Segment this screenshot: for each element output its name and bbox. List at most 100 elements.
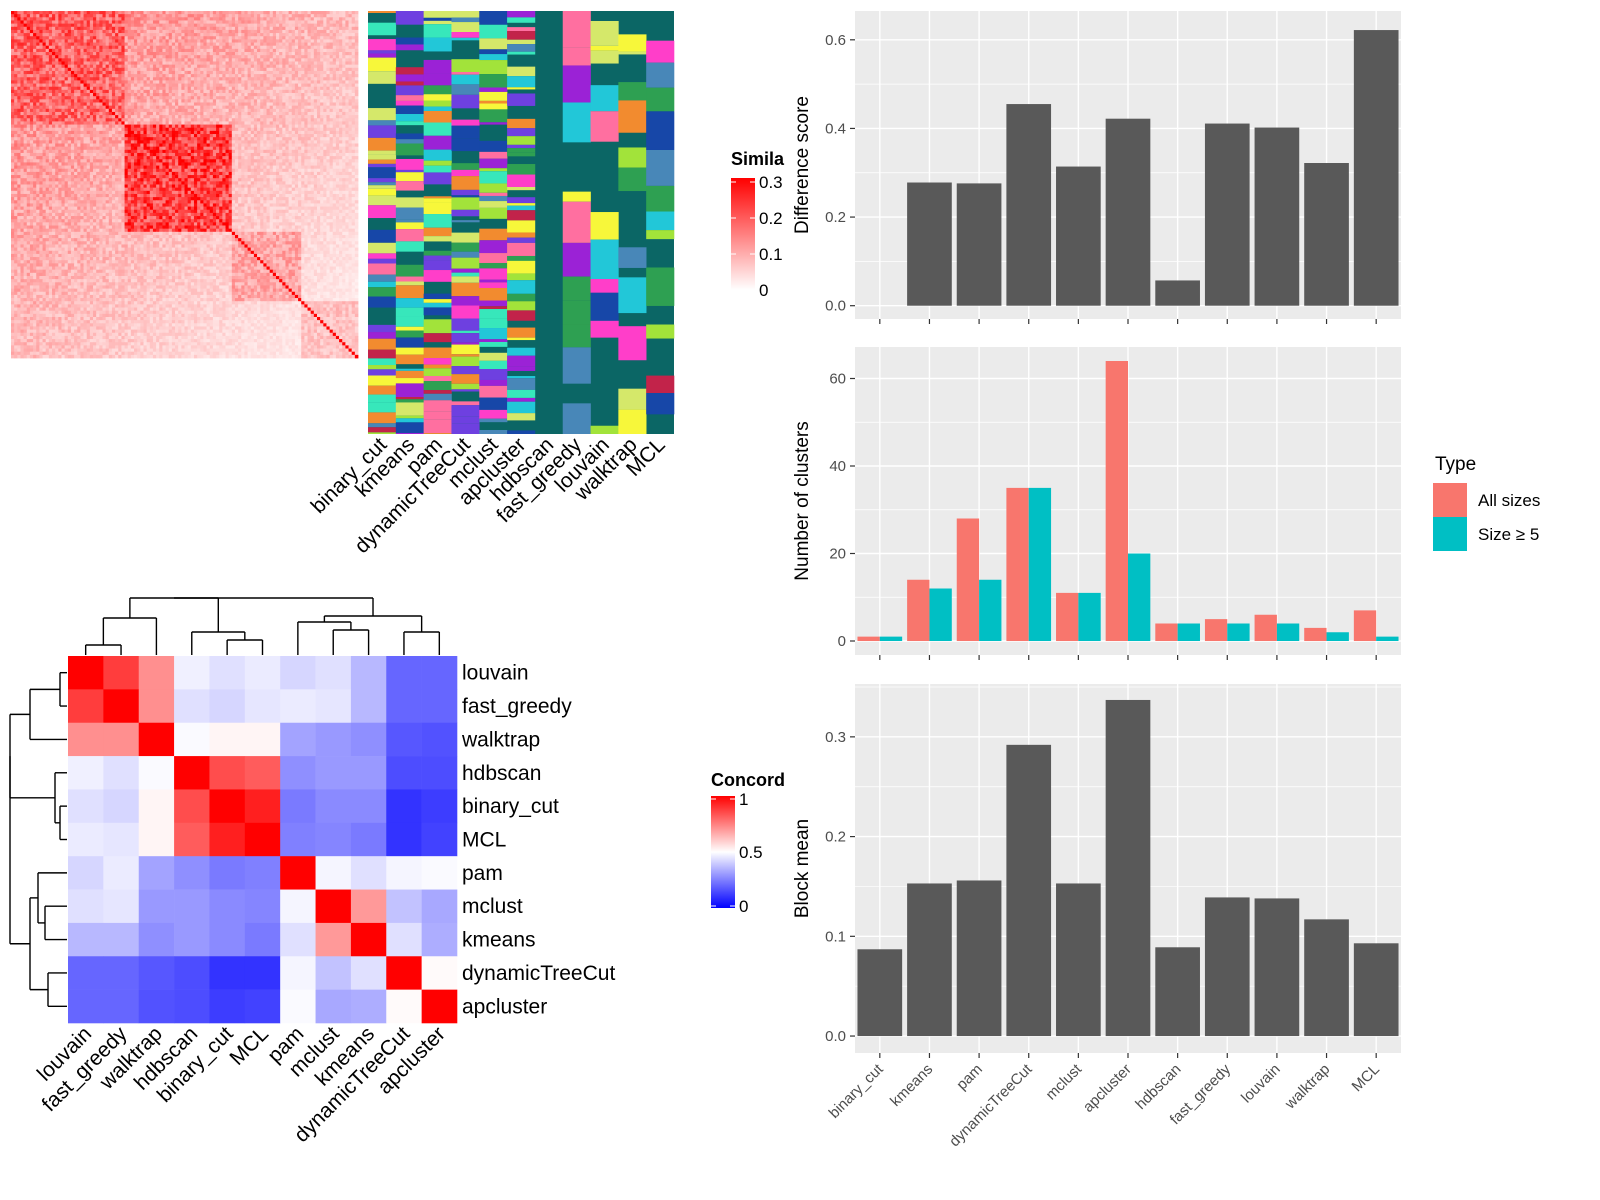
number-of-clusters-panel: 0 20 40 60 Number of clusters (792, 347, 1401, 660)
concordance-cell (350, 756, 387, 790)
concordance-cell (350, 822, 387, 857)
bar-MCL-size-ge5 (1376, 636, 1399, 642)
concordance-cell (386, 722, 422, 757)
concordance-cell (244, 756, 281, 790)
bar-dynamicTreeCut-size-ge5 (1028, 487, 1052, 642)
y-tick-label: 0.1 (825, 928, 846, 945)
row-label-mclust: mclust (462, 895, 523, 918)
y-axis-title: Number of clusters (792, 421, 813, 580)
bar-fast_greedy (1204, 123, 1250, 306)
y-axis-title: Block mean (792, 819, 813, 918)
similarity-legend: Simila 0.3 0.2 0.1 0 (731, 149, 785, 300)
similarity-color-bar (731, 178, 755, 290)
concordance-cell (68, 789, 104, 824)
concordance-cell (244, 922, 281, 957)
concordance-cell (421, 922, 458, 957)
concordance-cell (280, 656, 316, 690)
concordance-cell (174, 956, 210, 990)
concordance-cell (421, 689, 458, 724)
concordance-cell (280, 789, 316, 824)
bar-kmeans-size-ge5 (929, 588, 952, 641)
concordance-cell (315, 922, 352, 957)
concordance-heatmap (68, 656, 458, 1024)
concordance-cell (174, 989, 210, 1024)
y-tick-label: 0.3 (825, 729, 846, 746)
concordance-cell (103, 856, 140, 890)
concordance-cell (138, 822, 175, 857)
concordance-cell (280, 956, 316, 990)
concordance-cell (103, 822, 140, 857)
concordance-cell (244, 989, 281, 1024)
concordance-cell (103, 756, 140, 790)
bar-binary_cut (857, 949, 903, 1037)
concordance-cell (68, 889, 104, 924)
concordance-column-labels: louvainfast_greedywalktraphdbscanbinary_… (33, 1022, 450, 1147)
concordance-cell (209, 889, 246, 924)
cluster-assignment-heatmap (368, 11, 675, 434)
concordance-cell (244, 889, 281, 924)
concordance-cell (68, 722, 104, 757)
bar-fast_greedy-size-ge5 (1227, 623, 1250, 641)
row-label-walktrap: walktrap (461, 728, 540, 751)
concordance-cell (386, 922, 422, 957)
concordance-cell (209, 756, 246, 790)
y-tick-label: 0.6 (825, 32, 846, 49)
y-tick-label: 0.0 (825, 1028, 846, 1045)
concordance-cell (421, 956, 458, 990)
concordance-cell (138, 722, 175, 757)
concordance-cell (68, 989, 104, 1024)
concordance-cell (280, 856, 316, 890)
concordance-cell (315, 822, 352, 857)
concordance-cell (103, 689, 140, 724)
bar-dynamicTreeCut-all-sizes (1006, 487, 1029, 642)
bar-apcluster-size-ge5 (1128, 553, 1151, 641)
bar-MCL-all-sizes (1353, 610, 1377, 642)
concordance-cell (244, 656, 281, 690)
bar-hdbscan (1155, 947, 1200, 1037)
concordance-cell (421, 789, 458, 824)
concordance-cell (315, 722, 352, 757)
concordance-cell (174, 756, 210, 790)
concordance-cell (350, 722, 387, 757)
y-tick-label: 0 (838, 633, 846, 650)
row-label-hdbscan: hdbscan (462, 762, 541, 785)
concordance-cell (421, 822, 458, 857)
concordance-cell (68, 656, 104, 690)
x-tick-label-binary_cut: binary_cut (826, 1060, 888, 1122)
bar-fast_greedy-all-sizes (1204, 619, 1228, 642)
concordance-cell (103, 889, 140, 924)
concordance-cell (280, 756, 316, 790)
concordance-cell (174, 856, 210, 890)
bar-pam (956, 880, 1002, 1037)
concordance-cell (68, 856, 104, 890)
concordance-cell (350, 889, 387, 924)
bar-apcluster-all-sizes (1105, 361, 1128, 641)
concordance-cell (386, 689, 422, 724)
y-tick-label: 0.4 (825, 120, 846, 137)
x-tick-label-apcluster: apcluster (1080, 1061, 1135, 1116)
concordance-cell (421, 656, 458, 690)
concordance-cell (386, 889, 422, 924)
legend-label-all-sizes: All sizes (1478, 491, 1540, 510)
bar-apcluster (1105, 699, 1151, 1037)
y-tick-label: 0.2 (825, 829, 846, 846)
bar-louvain-size-ge5 (1276, 623, 1300, 641)
bar-kmeans-all-sizes (907, 579, 930, 641)
concordance-cell (174, 722, 210, 757)
bar-MCL (1353, 943, 1399, 1037)
block-mean-panel: 0.0 0.1 0.2 0.3 Block mean binary_cut kmeans pa… (792, 684, 1401, 1150)
concordance-cell (350, 856, 387, 890)
concordance-cell (244, 789, 281, 824)
concordance-cell (174, 689, 210, 724)
concordance-cell (386, 756, 422, 790)
concordance-cell (103, 789, 140, 824)
concordance-cell (138, 922, 175, 957)
bar-hdbscan (1155, 280, 1200, 306)
concordance-cell (138, 789, 175, 824)
legend-key-all-sizes (1433, 483, 1467, 517)
row-label-fast_greedy: fast_greedy (462, 695, 572, 718)
x-tick-label-walktrap: walktrap (1281, 1061, 1333, 1113)
bar-louvain (1254, 898, 1300, 1037)
concordance-cell (174, 822, 210, 857)
bar-mclust-all-sizes (1056, 592, 1079, 642)
